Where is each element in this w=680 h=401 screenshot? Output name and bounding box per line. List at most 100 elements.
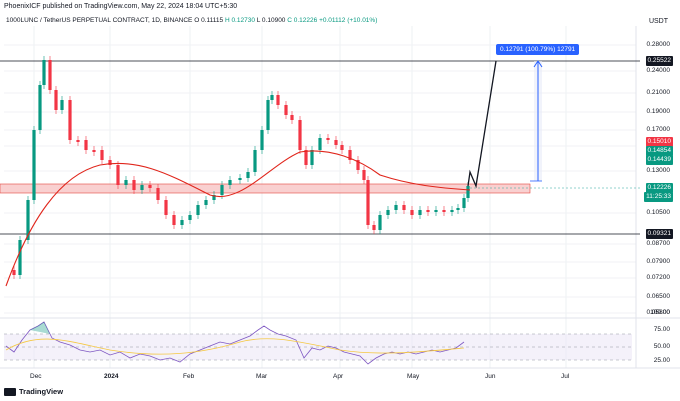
- green-price-tag-1: 0.14854: [645, 146, 673, 156]
- candle-body: [246, 172, 250, 178]
- candle-body: [334, 140, 338, 145]
- candle-body: [298, 120, 302, 150]
- red-price-tag: 0.15010: [645, 137, 673, 147]
- bottom-line-tag: 0.09321: [645, 229, 673, 239]
- time-label-apr: Apr: [333, 373, 344, 380]
- candle-body: [228, 180, 232, 185]
- time-label-2024: 2024: [104, 373, 119, 380]
- candle-body: [442, 210, 446, 212]
- time-label-dec: Dec: [30, 373, 42, 380]
- candle-body: [84, 140, 88, 150]
- candle-body: [410, 210, 414, 215]
- candle-body: [92, 150, 96, 152]
- candle-body: [276, 95, 280, 105]
- candle-body: [284, 105, 288, 115]
- candle-body: [310, 150, 314, 165]
- candle-body: [54, 90, 58, 110]
- tradingview-logo-icon: [4, 387, 16, 396]
- rsi-tick-label: 75.00: [653, 326, 670, 333]
- candle-body: [60, 100, 64, 110]
- candle-body: [366, 180, 370, 225]
- publisher-header: PhoenixICF published on TradingView.com,…: [4, 3, 238, 10]
- rsi-tick-label: 100.00: [650, 309, 670, 316]
- price-tick-label: 0.28000: [646, 41, 671, 48]
- measure-label: 0.12791 (100.79%) 12791: [496, 44, 580, 55]
- price-tick-label: 0.19000: [646, 108, 671, 115]
- candle-body: [270, 95, 274, 100]
- candle-body: [26, 200, 30, 240]
- tradingview-footer[interactable]: TradingView: [4, 387, 63, 396]
- candle-body: [356, 160, 360, 170]
- candle-body: [42, 60, 46, 85]
- price-tick-label: 0.24000: [646, 67, 671, 74]
- candle-body: [204, 200, 208, 205]
- candle-body: [290, 115, 294, 120]
- time-label-may: May: [407, 373, 420, 380]
- price-tick-label: 0.13000: [646, 167, 671, 174]
- rsi-tick-label: 50.00: [653, 343, 670, 350]
- candle-body: [188, 215, 192, 220]
- rsi-tick-label: 25.00: [653, 357, 670, 364]
- candle-body: [140, 185, 144, 190]
- candle-body: [450, 210, 454, 212]
- price-tick-label: 0.08700: [646, 240, 671, 247]
- time-label-jul: Jul: [561, 373, 570, 380]
- price-tick-label: 0.17000: [646, 126, 671, 133]
- candle-body: [466, 186, 470, 198]
- open-value: O 0.11115: [194, 17, 224, 24]
- candle-body: [378, 215, 382, 230]
- candle-body: [32, 130, 36, 200]
- candle-body: [418, 210, 422, 215]
- change-value: +0.01112 (+10.01%): [319, 17, 378, 24]
- candle-body: [116, 165, 120, 185]
- price-tick-label: 0.21000: [646, 89, 671, 96]
- low-value: L 0.10900: [256, 17, 286, 24]
- close-value: C 0.12226: [287, 17, 318, 24]
- candle-body: [362, 170, 366, 180]
- candle-body: [76, 140, 80, 142]
- footer-brand: TradingView: [19, 387, 64, 396]
- candle-body: [318, 138, 322, 150]
- rsi-ma-line: [5, 338, 465, 355]
- candle-body: [124, 180, 128, 185]
- candle-body: [372, 225, 376, 230]
- measure-arrowhead: [533, 60, 543, 68]
- candle-body: [304, 150, 308, 165]
- candle-body: [434, 210, 438, 212]
- sr-zone: [0, 183, 531, 194]
- candle-body: [238, 178, 242, 180]
- candle-body: [386, 210, 390, 215]
- time-label-feb: Feb: [183, 373, 195, 380]
- candle-body: [260, 130, 264, 150]
- candle-body: [220, 185, 224, 195]
- candle-body: [212, 195, 216, 200]
- price-tick-label: 0.07200: [646, 274, 671, 281]
- time-label-mar: Mar: [256, 373, 268, 380]
- candle-body: [100, 150, 104, 160]
- candle-body: [266, 100, 270, 130]
- candle-body: [68, 100, 72, 140]
- candle-body: [340, 145, 344, 150]
- candle-body: [48, 60, 52, 90]
- candle-body: [462, 198, 466, 208]
- price-unit: USDT: [648, 18, 668, 25]
- price-tick-label: 0.07900: [646, 258, 671, 265]
- rsi-overbought-fill: [30, 322, 50, 334]
- high-value: H 0.12730: [224, 17, 255, 24]
- candle-body: [148, 185, 152, 188]
- candle-body: [156, 188, 160, 200]
- candle-body: [426, 210, 430, 212]
- projection-path: [467, 60, 497, 189]
- candle-body: [456, 208, 460, 210]
- candle-body: [164, 200, 168, 215]
- symbol-title: 1000LUNC / TetherUS PERPETUAL CONTRACT, …: [6, 17, 193, 24]
- candle-body: [180, 220, 184, 225]
- candle-body: [172, 215, 176, 225]
- countdown-tag: 11:25:33: [644, 192, 673, 202]
- candle-body: [38, 85, 42, 130]
- candle-body: [132, 180, 136, 190]
- green-price-tag-2: 0.14439: [645, 155, 673, 165]
- candle-body: [253, 150, 257, 172]
- price-tick-label: 0.10500: [646, 209, 671, 216]
